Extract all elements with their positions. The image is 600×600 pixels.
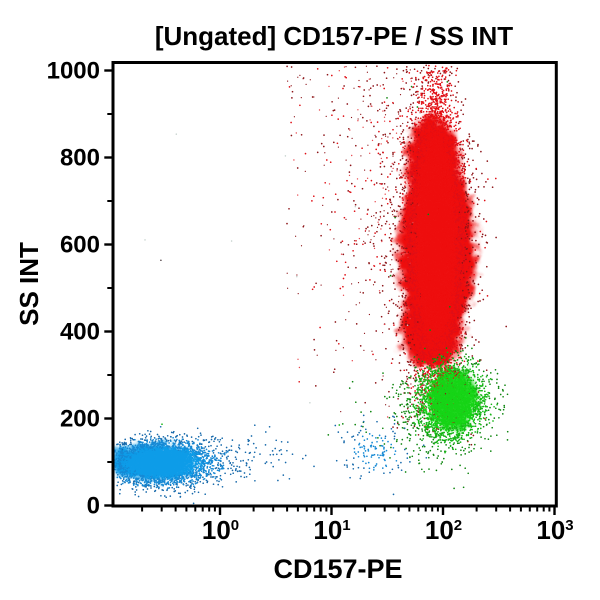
svg-text:400: 400 — [60, 319, 100, 346]
svg-text:800: 800 — [60, 145, 100, 172]
svg-text:600: 600 — [60, 232, 100, 259]
svg-text:200: 200 — [60, 406, 100, 433]
svg-text:SS INT: SS INT — [14, 242, 44, 326]
svg-text:CD157-PE: CD157-PE — [273, 554, 402, 584]
svg-text:0: 0 — [87, 493, 100, 520]
svg-text:[Ungated] CD157-PE / SS INT: [Ungated] CD157-PE / SS INT — [155, 21, 513, 51]
svg-text:1000: 1000 — [47, 58, 100, 85]
